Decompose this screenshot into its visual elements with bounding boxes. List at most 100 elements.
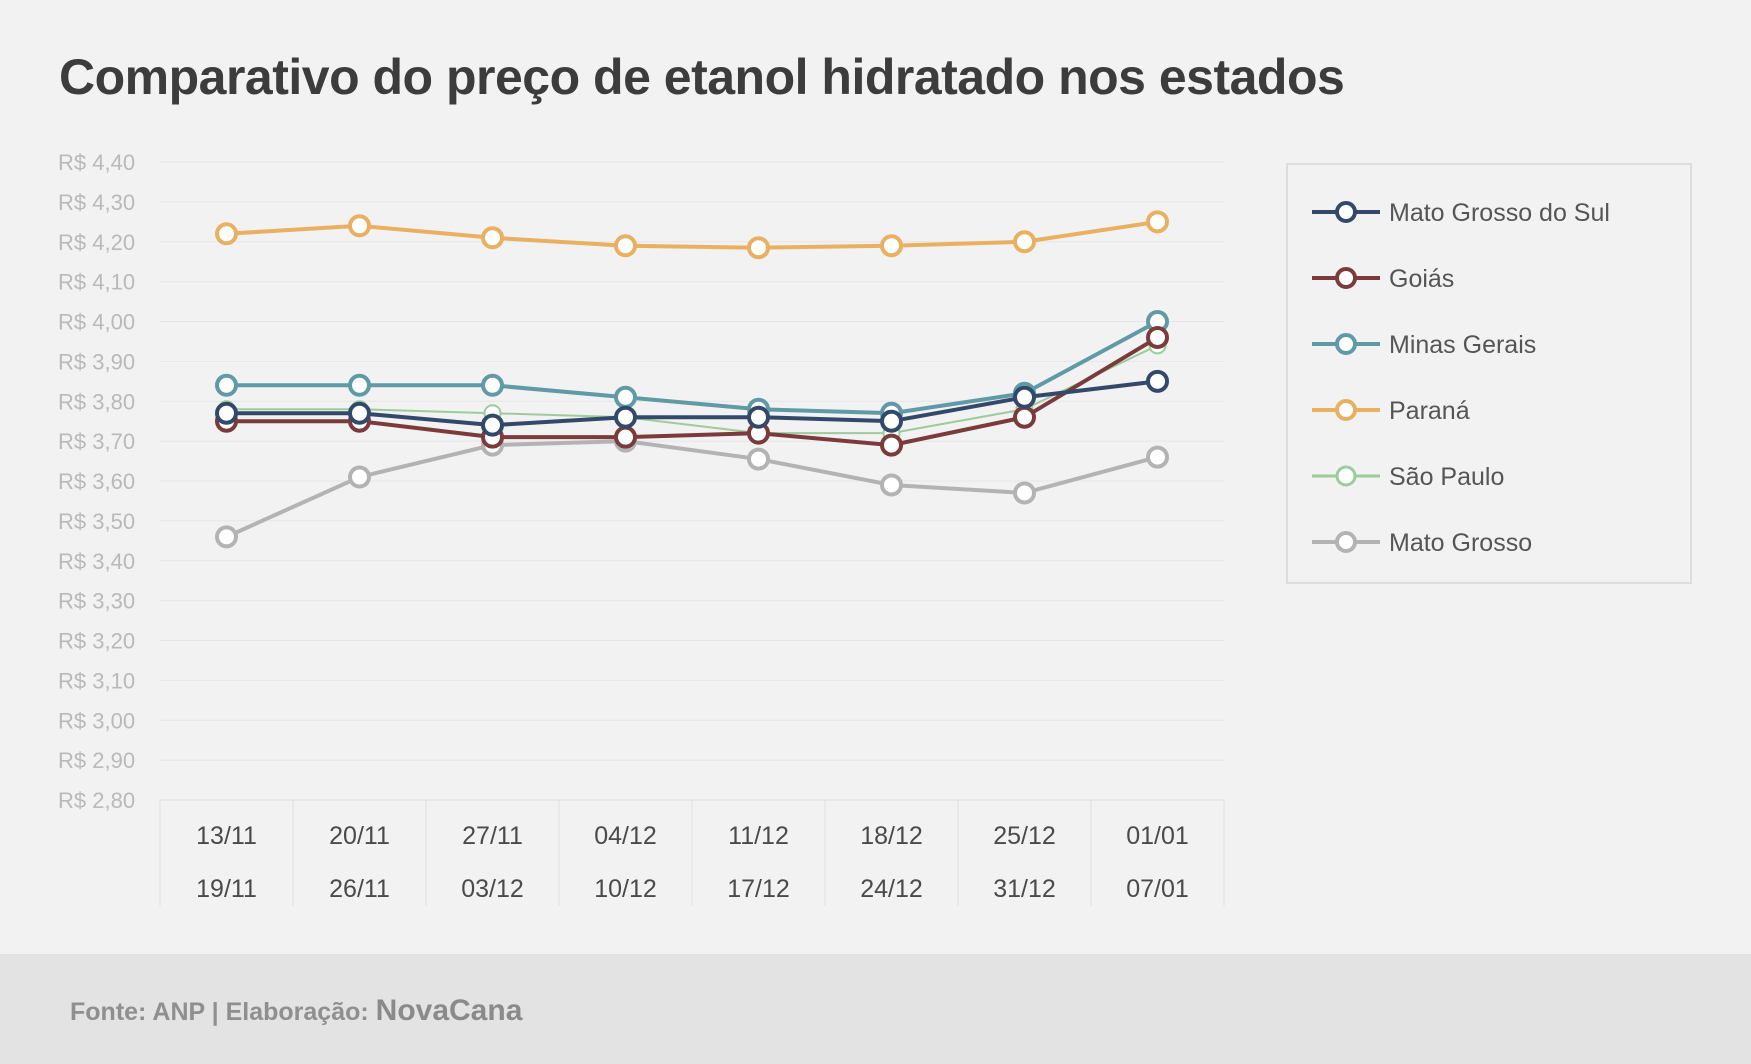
data-point <box>880 234 903 258</box>
legend-label: Mato Grosso <box>1389 529 1532 557</box>
footer-source-label: Fonte: ANP | Elaboração: <box>70 998 376 1026</box>
legend-item: Paraná <box>1312 397 1470 425</box>
legend-label: São Paulo <box>1389 463 1504 491</box>
legend-label: Goiás <box>1389 265 1454 293</box>
y-axis-ticks: R$ 2,80 R$ 2,90 R$ 3,00 R$ 3,10 R$ 3,20 R$ 3,… <box>58 150 135 813</box>
data-point <box>747 405 770 429</box>
y-tick-label: R$ 4,00 <box>58 310 135 335</box>
x-tick-label-start: 20/11 <box>329 822 390 850</box>
x-tick-label-end: 03/12 <box>461 875 524 903</box>
series-line <box>226 319 1159 416</box>
series-mato-grosso <box>215 429 1169 549</box>
x-tick-label-start: 18/12 <box>860 822 923 850</box>
legend-label: Mato Grosso do Sul <box>1389 199 1610 227</box>
y-tick-label: R$ 4,20 <box>58 230 135 255</box>
data-point <box>1146 369 1169 393</box>
legend-swatch-marker <box>1335 531 1357 553</box>
x-axis-ticks: 13/11 19/11 20/11 26/11 27/11 03/12 04/12 10/12… <box>159 800 1225 906</box>
data-point <box>215 373 238 397</box>
data-point <box>1146 325 1169 349</box>
data-point <box>747 447 770 471</box>
legend: Mato Grosso do Sul Goiás Minas Gerais Paran… <box>1286 163 1692 584</box>
legend-label: Paraná <box>1389 397 1470 425</box>
data-point <box>481 413 504 437</box>
data-point <box>880 409 903 433</box>
series-line <box>226 335 1159 448</box>
y-tick-label: R$ 2,90 <box>58 748 135 773</box>
y-tick-label: R$ 3,90 <box>58 349 135 374</box>
legend-item: Mato Grosso do Sul <box>1312 199 1610 227</box>
data-point <box>614 425 637 449</box>
x-tick-label-start: 01/01 <box>1126 822 1189 850</box>
y-tick-label: R$ 3,40 <box>58 549 135 574</box>
x-tick-label-end: 26/11 <box>329 875 390 903</box>
series-minas-gerais <box>215 310 1169 425</box>
data-point <box>614 385 637 409</box>
y-tick-label: R$ 4,10 <box>58 270 135 295</box>
data-point <box>747 236 770 260</box>
legend-swatch-marker <box>1335 399 1357 421</box>
data-point <box>1146 445 1169 469</box>
data-point <box>1013 385 1036 409</box>
data-point <box>1013 230 1036 254</box>
data-point <box>614 405 637 429</box>
legend-item: São Paulo <box>1312 463 1504 491</box>
data-point <box>215 525 238 549</box>
x-tick-label-end: 10/12 <box>594 875 657 903</box>
x-tick-label-start: 13/11 <box>196 822 257 850</box>
y-tick-label: R$ 4,40 <box>58 150 135 175</box>
data-point <box>614 234 637 258</box>
y-tick-label: R$ 2,80 <box>58 788 135 813</box>
data-point <box>348 214 371 238</box>
series-line <box>226 219 1158 250</box>
y-tick-label: R$ 3,70 <box>58 429 135 454</box>
legend-swatch-marker <box>1335 333 1357 355</box>
data-point <box>348 401 371 425</box>
x-tick-label-end: 31/12 <box>993 875 1056 903</box>
x-tick-label-end: 24/12 <box>860 875 923 903</box>
series-mato-grosso-do-sul <box>215 369 1169 437</box>
data-point <box>215 401 238 425</box>
y-tick-label: R$ 4,30 <box>58 190 135 215</box>
legend-label: Minas Gerais <box>1389 331 1536 359</box>
line-chart: R$ 2,80 R$ 2,90 R$ 3,00 R$ 3,10 R$ 3,20 R$ 3,… <box>58 150 1692 906</box>
legend-box <box>1286 163 1692 584</box>
x-tick-label-end: 19/11 <box>196 875 257 903</box>
legend-item: Mato Grosso <box>1312 529 1532 557</box>
data-point <box>215 222 238 246</box>
data-point <box>348 465 371 489</box>
x-tick-label-end: 17/12 <box>727 875 790 903</box>
series-line <box>226 344 1158 435</box>
footer-source: Fonte: ANP | Elaboração: NovaCana <box>70 994 522 1028</box>
legend-swatch-marker <box>1335 201 1357 223</box>
data-point <box>880 433 903 457</box>
data-point <box>348 373 371 397</box>
y-tick-label: R$ 3,50 <box>58 509 135 534</box>
y-tick-label: R$ 3,80 <box>58 389 135 414</box>
x-tick-label-start: 27/11 <box>462 822 523 850</box>
series-parana <box>215 210 1169 260</box>
legend-item: Goiás <box>1312 265 1454 293</box>
y-tick-label: R$ 3,10 <box>58 668 135 693</box>
y-tick-label: R$ 3,00 <box>58 708 135 733</box>
x-tick-label-start: 11/12 <box>728 822 789 850</box>
series-line <box>225 439 1159 539</box>
x-tick-label-end: 07/01 <box>1126 875 1189 903</box>
y-tick-label: R$ 3,30 <box>58 589 135 614</box>
legend-swatch-marker <box>1335 465 1357 487</box>
data-point <box>880 473 903 497</box>
data-point <box>1013 481 1036 505</box>
x-tick-label-start: 25/12 <box>993 822 1056 850</box>
data-point <box>481 373 504 397</box>
data-point <box>1013 405 1036 429</box>
chart-title: Comparativo do preço de etanol hidratado… <box>59 49 1345 105</box>
y-tick-label: R$ 3,60 <box>58 469 135 494</box>
data-point <box>481 226 504 250</box>
y-tick-label: R$ 3,20 <box>58 629 135 654</box>
data-point <box>1146 210 1169 234</box>
footer: Fonte: ANP | Elaboração: NovaCana <box>0 954 1751 1064</box>
legend-swatch-marker <box>1335 267 1357 289</box>
series-lines <box>215 210 1169 549</box>
x-tick-label-start: 04/12 <box>594 822 657 850</box>
legend-item: Minas Gerais <box>1312 331 1536 359</box>
